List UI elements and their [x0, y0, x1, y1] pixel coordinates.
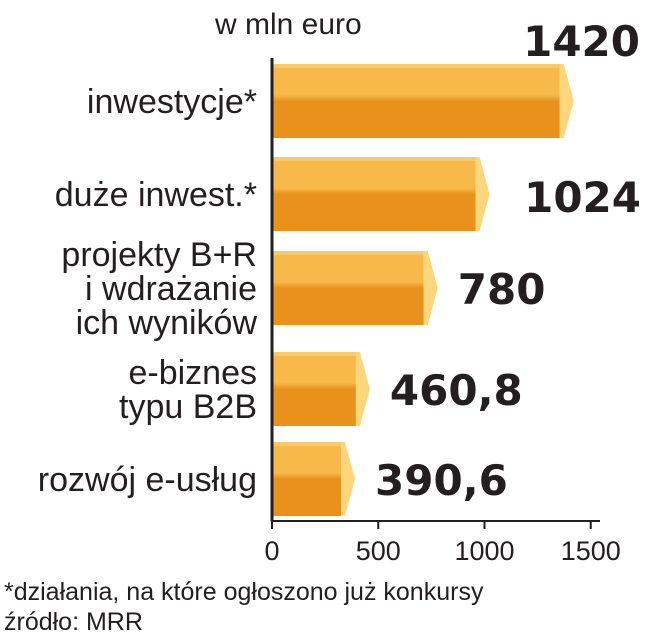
x-tick-label: 1500 [561, 536, 621, 566]
bar-highlight [272, 157, 476, 161]
bar-body [272, 352, 356, 426]
category-label: ich wyników [76, 304, 258, 342]
category-label: rozwój e-usług [38, 461, 257, 499]
value-label: 780 [458, 265, 546, 314]
bar-end-cap [355, 352, 370, 426]
bar-end-cap [423, 251, 438, 325]
value-label: 390,6 [375, 456, 508, 505]
value-label: 1420 [523, 17, 640, 66]
bar-2 [272, 251, 438, 325]
bar-highlight [272, 352, 356, 356]
bar-4 [272, 442, 356, 516]
category-label: projekty B+R [61, 236, 257, 274]
category-label: e-biznes [128, 354, 257, 392]
x-tick-label: 1000 [454, 536, 514, 566]
category-label: i wdrażanie [85, 270, 257, 308]
bar-1 [272, 157, 490, 231]
bar-end-cap [475, 157, 490, 231]
value-label: 1024 [524, 173, 641, 222]
x-tick-label: 500 [356, 536, 401, 566]
x-axis: 0 500 1000 1500 [264, 58, 621, 566]
bar-body [272, 251, 424, 325]
bar-end-cap [559, 64, 574, 138]
unit-label: w mln euro [214, 8, 362, 41]
category-label: typu B2B [119, 388, 257, 426]
bar-highlight [272, 64, 560, 68]
bar-0 [272, 64, 574, 138]
bar-body [272, 157, 476, 231]
source-text: źródło: MRR [4, 608, 143, 636]
bar-body [272, 442, 342, 516]
bar-end-cap [341, 442, 356, 516]
value-label: 460,8 [390, 366, 523, 415]
bar-highlight [272, 442, 342, 446]
category-label: inwestycje* [87, 83, 257, 121]
bars-group: inwestycje* 1420 duże inwest.* 1024 projekty… [38, 17, 641, 516]
category-label: duże inwest.* [55, 176, 257, 214]
bar-3 [272, 352, 370, 426]
bar-highlight [272, 251, 424, 255]
bar-body [272, 64, 560, 138]
x-tick-label: 0 [264, 536, 279, 566]
footnote-text: *działania, na które ogłoszono już konku… [4, 578, 484, 606]
